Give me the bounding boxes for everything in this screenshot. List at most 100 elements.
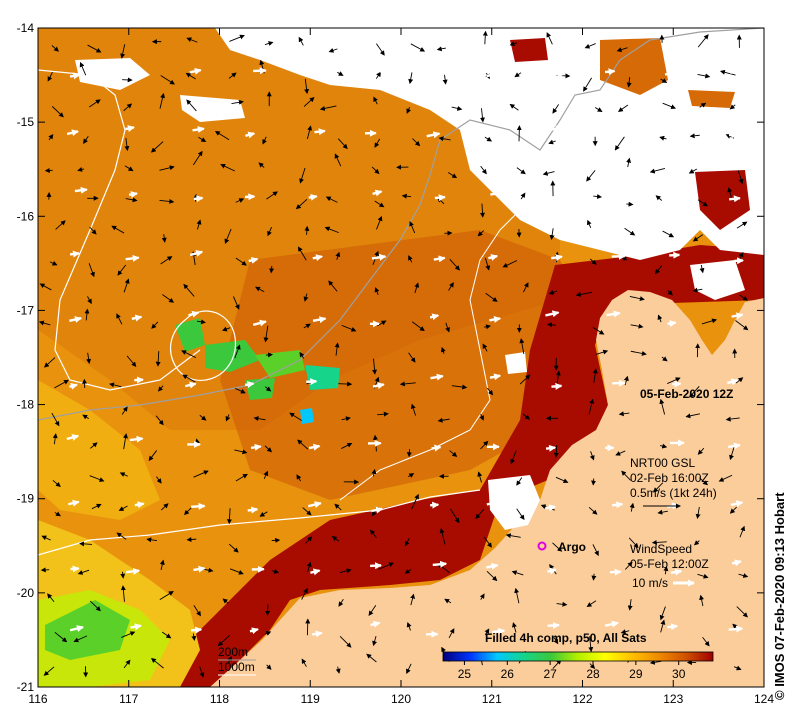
wind-vector — [188, 310, 200, 318]
current-vector — [584, 43, 596, 49]
wind-vector — [70, 565, 80, 573]
current-vector — [588, 506, 598, 515]
y-tick-label: -19 — [17, 492, 35, 506]
current-vector — [267, 226, 273, 237]
current-vector — [297, 246, 307, 261]
current-vector — [160, 503, 169, 511]
isobath-200m-label: 200m — [218, 645, 248, 659]
current-vector — [522, 282, 529, 293]
current-vector — [334, 342, 340, 356]
isobath-1000m-loop — [169, 310, 237, 381]
current-vector — [509, 41, 518, 47]
x-axis: 116 117 118 119 120 121 122 123 124 — [28, 28, 774, 706]
current-vector — [629, 296, 645, 302]
wind-vector — [191, 502, 206, 510]
wind-vector — [312, 316, 327, 324]
current-vector — [484, 628, 490, 636]
current-vector — [649, 659, 662, 665]
wind-vector — [486, 499, 500, 507]
colorbar-tick-label: 29 — [629, 667, 643, 681]
current-vector — [253, 416, 266, 422]
hot-patch-north-3 — [695, 170, 750, 230]
current-vector — [486, 387, 494, 396]
current-vector — [39, 283, 52, 291]
colorbar-tick-label: 30 — [672, 667, 686, 681]
current-vector — [667, 290, 673, 296]
current-vector — [624, 227, 636, 236]
current-vector — [406, 622, 412, 631]
wind-legend: WindSpeed 05-Feb 12:00Z 10 m/s — [630, 542, 709, 590]
current-vector — [699, 264, 705, 274]
current-legend-scale: 0.5m/s (1kt 24h) — [630, 486, 717, 500]
current-vector — [150, 141, 164, 153]
wind-vector — [310, 568, 321, 576]
wind-vector — [370, 562, 382, 570]
current-vector — [43, 357, 56, 368]
current-vector — [151, 321, 159, 329]
current-vector — [341, 416, 351, 422]
current-vector — [220, 163, 235, 172]
current-vector — [542, 170, 555, 176]
x-tick-label: 124 — [754, 692, 774, 706]
wind-vector — [308, 193, 318, 201]
wind-vector — [69, 625, 84, 632]
current-vector — [47, 593, 55, 603]
current-vector — [84, 308, 90, 321]
current-vector — [589, 663, 596, 669]
current-vector — [234, 449, 248, 455]
wind-vector — [607, 127, 617, 135]
wind-vector — [244, 381, 255, 388]
wind-vector — [372, 382, 385, 390]
current-vector — [685, 413, 700, 419]
current-vector — [234, 344, 241, 359]
current-vector — [52, 479, 61, 488]
current-vector — [484, 136, 493, 142]
current-vector — [404, 537, 410, 547]
current-vector — [659, 606, 666, 621]
current-vector — [482, 30, 488, 45]
current-vector — [659, 443, 668, 449]
current-vector — [111, 225, 125, 234]
current-vector — [289, 412, 302, 421]
current-vector — [51, 106, 64, 118]
wind-vector — [193, 195, 204, 203]
wind-vector — [248, 257, 259, 264]
current-vector — [235, 387, 246, 394]
current-vector — [125, 197, 138, 203]
current-vector — [739, 525, 745, 538]
current-vector — [409, 221, 416, 234]
current-vector — [410, 43, 426, 52]
current-vector — [159, 92, 166, 109]
wind-vector — [734, 257, 744, 265]
current-vector — [479, 413, 484, 421]
y-tick-label: -20 — [17, 586, 35, 600]
current-vector — [475, 508, 485, 520]
current-vector — [689, 386, 700, 398]
current-vector — [516, 508, 525, 521]
wind-vector — [372, 66, 387, 73]
current-vector — [699, 477, 708, 486]
wind-vector — [66, 434, 80, 441]
current-vector — [109, 382, 122, 388]
current-vector — [629, 502, 635, 512]
current-vector — [628, 537, 639, 549]
current-vector — [555, 476, 569, 484]
current-vector — [55, 220, 66, 230]
current-vector — [719, 69, 736, 76]
current-vector — [451, 105, 463, 111]
current-vector — [264, 631, 272, 636]
wind-vector — [131, 314, 143, 322]
current-vector — [483, 536, 492, 548]
current-vector — [54, 379, 69, 389]
current-vector — [701, 318, 718, 325]
x-tick-label: 116 — [28, 692, 47, 706]
wind-vector — [189, 250, 204, 257]
current-vector — [586, 219, 592, 229]
current-vector — [657, 509, 668, 515]
wind-legend-title: WindSpeed — [630, 542, 692, 556]
current-vector — [411, 321, 425, 332]
current-vector — [626, 201, 634, 207]
cool-filament-2 — [205, 340, 260, 372]
current-vector — [410, 593, 415, 606]
current-vector — [121, 631, 136, 638]
